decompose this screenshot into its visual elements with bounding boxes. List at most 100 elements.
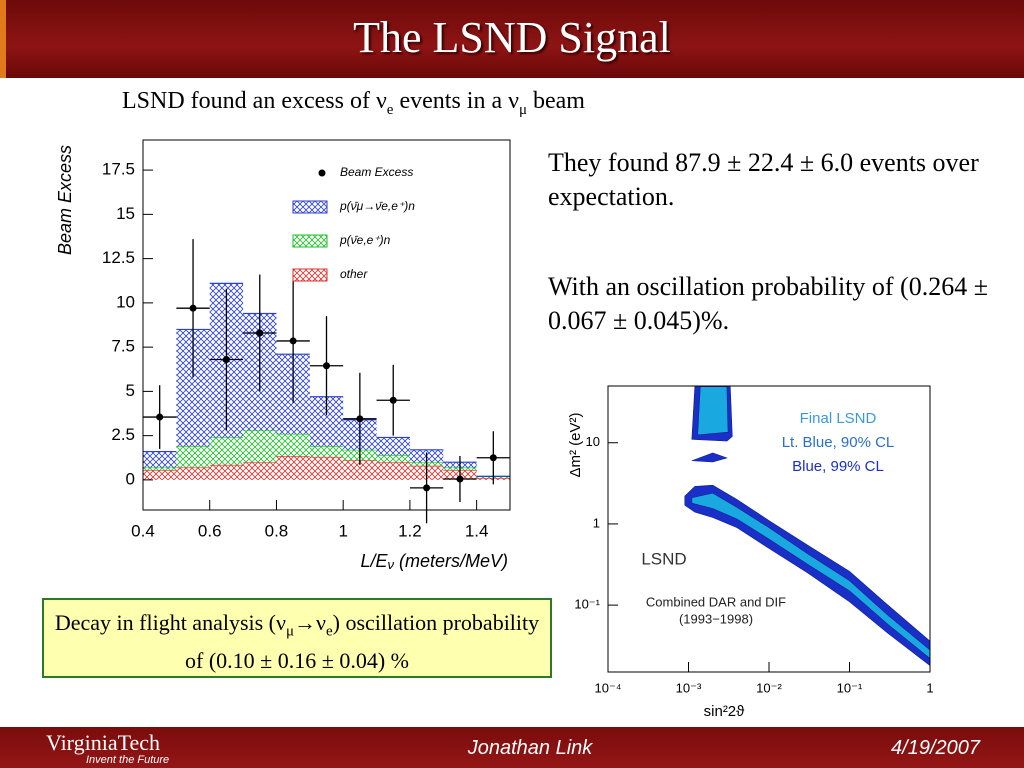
y-tick-label: 7.5 <box>111 337 135 356</box>
hist-bar <box>209 464 244 480</box>
x-tick-label: 1.4 <box>465 521 489 540</box>
tagline: Invent the Future <box>86 754 170 766</box>
y-axis-label: Δm² (eV²) <box>567 412 584 477</box>
annotation: Final LSND <box>800 410 877 427</box>
x-tick-label: 1 <box>338 521 347 540</box>
hist-bar <box>376 455 410 463</box>
legend-marker <box>318 169 326 177</box>
hist-bar <box>376 437 410 456</box>
data-point <box>456 475 464 483</box>
data-point <box>356 415 364 423</box>
x-axis-label: L/Eν (meters/MeV) <box>360 551 508 573</box>
note-box: Decay in flight analysis (νμ→νe) oscilla… <box>42 598 552 678</box>
data-point <box>489 454 497 462</box>
subtitle: LSND found an excess of νe events in a ν… <box>122 88 585 119</box>
data-point <box>389 396 397 404</box>
y-tick-label: 10 <box>586 434 600 449</box>
hist-bar <box>209 437 244 465</box>
legend-label: p(ν̄μ→ν̄e,e⁺)n <box>339 199 415 213</box>
data-point <box>423 484 431 492</box>
annotation: Blue, 99% CL <box>792 458 884 475</box>
note-text: ) oscillation probability of (0.10 ± 0.1… <box>185 610 540 674</box>
note-text: →ν <box>294 610 326 635</box>
x-tick-label: 0.6 <box>198 521 222 540</box>
hist-bar <box>243 462 277 480</box>
y-tick-label: 5 <box>126 381 135 400</box>
x-axis-label: sin²2ϑ <box>704 703 746 720</box>
y-tick-label: 10 <box>116 292 135 311</box>
footer-bar <box>0 727 1024 768</box>
annotation: Combined DAR and DIF <box>646 594 786 609</box>
y-tick-label: 12.5 <box>102 248 135 267</box>
legend-label: other <box>340 267 368 281</box>
hist-bar <box>376 462 410 480</box>
date: 4/19/2007 <box>891 737 980 759</box>
note-text: Decay in flight analysis (ν <box>54 610 286 635</box>
y-axis-label: Beam Excess <box>55 145 75 255</box>
x-tick-label: 10⁻³ <box>676 680 702 695</box>
cl-region <box>691 492 930 659</box>
plot-frame <box>142 139 511 511</box>
hist-bar <box>243 430 277 463</box>
x-tick-label: 1 <box>926 680 933 695</box>
legend-label: Beam Excess <box>340 165 413 179</box>
x-tick-label: 1.2 <box>398 521 422 540</box>
y-tick-label: 17.5 <box>102 160 135 179</box>
cl-region <box>684 484 930 666</box>
y-tick-label: 2.5 <box>111 425 135 444</box>
data-point <box>289 337 297 345</box>
author: Jonathan Link <box>467 737 593 759</box>
chart-background <box>568 378 940 718</box>
x-axis-label-part: L/E <box>360 551 388 571</box>
annotation: Lt. Blue, 90% CL <box>782 434 895 451</box>
annotation: LSND <box>641 549 686 568</box>
x-tick-label: 10⁻⁴ <box>595 680 622 695</box>
hist-bar <box>176 446 210 468</box>
subscript: e <box>325 623 333 640</box>
annotation: (1993−1998) <box>679 611 753 626</box>
legend-swatch <box>292 200 328 214</box>
result-text: They found 87.9 ± 22.4 ± 6.0 events over… <box>548 148 979 211</box>
subtitle-text: beam <box>527 88 585 114</box>
hist-bar <box>143 451 177 468</box>
probability-text: With an oscillation probability of (0.26… <box>548 272 988 335</box>
y-tick-label: 0 <box>126 469 135 488</box>
y-tick-label: 15 <box>116 204 135 223</box>
header-bar <box>0 0 1024 78</box>
data-point <box>256 329 264 337</box>
x-tick-label: 0.8 <box>265 521 289 540</box>
x-axis-label-part: ν <box>387 557 394 572</box>
legend-swatch <box>292 268 328 282</box>
x-axis-label-part: (meters/MeV) <box>394 551 508 571</box>
cl-region <box>691 452 728 463</box>
subtitle-text: events in a ν <box>393 88 519 114</box>
contour-group <box>684 386 930 666</box>
hist-bar <box>309 446 344 457</box>
subscript: μ <box>518 101 527 118</box>
x-tick-label: 0.4 <box>131 521 155 540</box>
subscript: e <box>386 101 394 118</box>
hist-bar <box>176 467 210 480</box>
hist-bar <box>276 456 310 480</box>
x-tick-label: 10⁻² <box>756 680 782 695</box>
hist-bar <box>309 456 344 480</box>
data-point <box>189 304 197 312</box>
cl-region <box>697 386 729 436</box>
y-tick-label: 1 <box>593 515 600 530</box>
subscript: μ <box>285 623 294 640</box>
data-point <box>156 413 164 421</box>
data-point <box>323 362 330 370</box>
legend-label: p(ν̄e,e⁺)n <box>339 233 391 247</box>
data-point <box>222 356 230 364</box>
slide-title: The LSND Signal <box>353 13 671 62</box>
logo: VirginiaTech <box>46 730 161 755</box>
hist-bar <box>143 467 177 471</box>
subtitle-text: LSND found an excess of ν <box>122 88 387 114</box>
x-tick-label: 10⁻¹ <box>837 680 863 695</box>
legend-swatch <box>292 234 328 248</box>
hist-bar <box>343 460 377 480</box>
hist-bar <box>143 470 177 480</box>
hist-bar <box>276 433 310 457</box>
